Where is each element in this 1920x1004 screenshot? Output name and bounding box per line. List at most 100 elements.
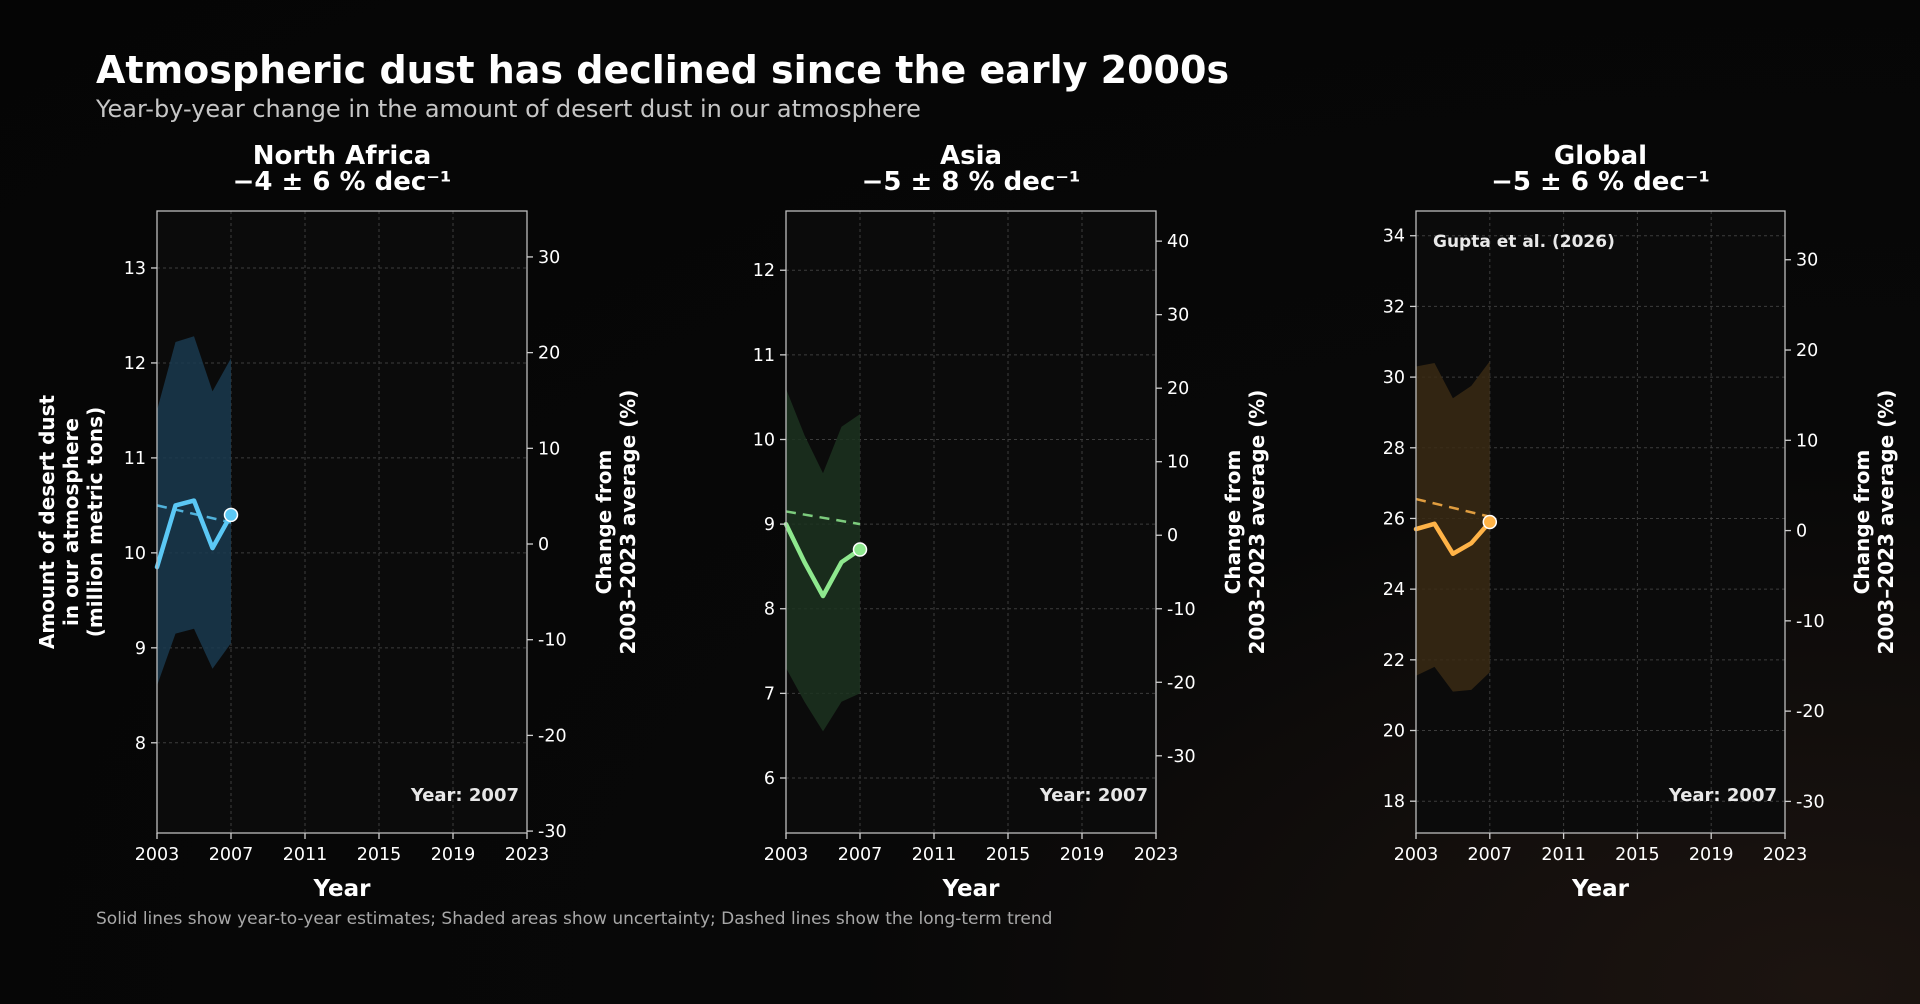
chart-panel-global: 2003 2007 2011 2015 2019 2023 18 20 22 24 26 28 30 32… [1383,141,1898,902]
y-axis-title-left: Amount of desert dust [35,394,59,649]
uncertainty-band [157,336,231,686]
x-tick-label: 2019 [1689,845,1734,865]
panel-title: Asia [940,141,1002,171]
y-right-tick-label: -20 [1796,702,1825,722]
y-tick-label: 9 [764,515,775,535]
y-tick-label: 12 [124,354,146,374]
x-tick-label: 2011 [283,845,328,865]
panel-trend-label: −5 ± 8 % dec⁻¹ [862,167,1081,197]
series-line [783,521,863,599]
y-tick-label: 11 [124,449,146,469]
series-line [1413,519,1493,557]
y-tick-label: 32 [1383,297,1405,317]
y-right-tick-label: 20 [538,344,560,364]
y-axis-title-right: Change from [1221,450,1245,595]
y-axis-title-right: 2003–2023 average (%) [1245,390,1269,655]
y-right-tick-label: -20 [538,726,567,746]
y-right-tick-label: -10 [538,631,567,651]
y-tick-label: 20 [1383,722,1405,742]
y-right-tick-label: 30 [1796,251,1818,271]
y-axis-title-left: in our atmosphere [59,418,83,626]
y-right-tick-label: 10 [1167,453,1189,473]
x-tick-label: 2023 [1763,845,1808,865]
chart-panel-north-africa: 2003 2007 2011 2015 2019 2023 8 9 10 11 12 13 -30 -20… [35,141,640,902]
x-tick-label: 2003 [1394,845,1439,865]
y-right-tick-label: -30 [1167,747,1196,767]
x-tick-label: 2003 [135,845,180,865]
y-axis-title-right: 2003–2023 average (%) [616,390,640,655]
trend-line [785,510,861,526]
x-axis-title: Year [312,876,371,902]
x-tick-label: 2003 [764,845,809,865]
y-axis-title-left: (million metric tons) [83,407,107,637]
x-tick-label: 2019 [431,845,476,865]
series-line [154,498,234,570]
x-tick-label: 2023 [505,845,550,865]
y-axis-title-right: Change from [592,450,616,595]
source-label: Gupta et al. (2026) [1433,232,1615,252]
x-tick-label: 2011 [912,845,957,865]
x-tick-label: 2015 [357,845,402,865]
y-tick-label: 22 [1383,651,1405,671]
y-tick-label: 8 [764,600,775,620]
y-right-tick-label: -30 [1796,792,1825,812]
series-end-point [1482,514,1498,530]
axes-frame [1415,210,1786,834]
y-tick-label: 30 [1383,368,1405,388]
x-axis-title: Year [941,876,1000,902]
series-end-point [223,507,239,523]
y-right-tick-label: 0 [538,535,549,555]
x-tick-label: 2015 [986,845,1031,865]
y-right-tick-label: -20 [1167,673,1196,693]
y-right-tick-label: 30 [538,248,560,268]
panel-title: Global [1554,141,1647,171]
y-right-tick-label: -10 [1167,600,1196,620]
y-right-tick-label: 10 [1796,431,1818,451]
x-tick-label: 2007 [209,845,254,865]
x-tick-label: 2007 [1468,845,1513,865]
uncertainty-band [786,388,860,732]
panel-title: North Africa [253,141,432,171]
y-tick-label: 7 [764,684,775,704]
y-axis-title-right: 2003–2023 average (%) [1874,390,1898,655]
axes-frame [156,210,528,834]
x-tick-label: 2015 [1615,845,1660,865]
uncertainty-band [1416,361,1490,692]
y-tick-label: 18 [1383,792,1405,812]
axes-frame [785,210,1157,834]
y-right-tick-label: 30 [1167,306,1189,326]
x-tick-label: 2011 [1541,845,1586,865]
y-tick-label: 24 [1383,580,1405,600]
y-right-tick-label: 20 [1167,379,1189,399]
y-tick-label: 11 [753,346,775,366]
year-label: Year: 2007 [410,785,519,806]
y-right-tick-label: -30 [538,822,567,842]
y-tick-label: 28 [1383,439,1405,459]
chart-panel-asia: 2003 2007 2011 2015 2019 2023 6 7 8 9 10 11 12 -30 -20… [753,141,1269,902]
year-label: Year: 2007 [1039,785,1148,806]
trend-line [156,504,232,524]
x-tick-label: 2019 [1060,845,1105,865]
y-tick-label: 13 [124,259,146,279]
y-right-tick-label: -10 [1796,612,1825,632]
x-tick-label: 2023 [1134,845,1179,865]
y-right-tick-label: 0 [1796,522,1807,542]
y-right-tick-label: 0 [1167,526,1178,546]
x-axis-title: Year [1571,876,1630,902]
y-right-tick-label: 10 [538,439,560,459]
y-tick-label: 12 [753,261,775,281]
chart-footnote: Solid lines show year-to-year estimates;… [96,909,1053,929]
panel-trend-label: −4 ± 6 % dec⁻¹ [233,167,452,197]
y-tick-label: 34 [1383,227,1405,247]
y-axis-title-right: Change from [1850,450,1874,595]
y-tick-label: 6 [764,769,775,789]
panel-trend-label: −5 ± 6 % dec⁻¹ [1491,167,1710,197]
x-tick-label: 2007 [838,845,883,865]
trend-line [1415,497,1491,518]
y-right-tick-label: 20 [1796,341,1818,361]
y-tick-label: 8 [135,734,146,754]
year-label: Year: 2007 [1668,785,1777,806]
y-tick-label: 9 [135,639,146,659]
y-tick-label: 26 [1383,509,1405,529]
